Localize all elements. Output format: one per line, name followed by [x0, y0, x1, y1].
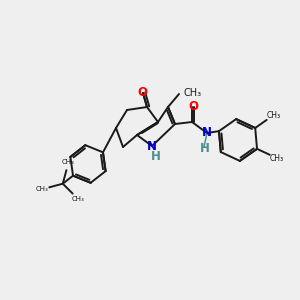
Text: CH₃: CH₃ [184, 88, 202, 98]
Text: O: O [188, 100, 198, 112]
Text: CH₃: CH₃ [35, 186, 48, 192]
Text: N: N [202, 127, 212, 140]
Text: CH₃: CH₃ [270, 154, 284, 163]
Text: H: H [151, 151, 161, 164]
Text: O: O [137, 85, 147, 98]
Text: CH₃: CH₃ [62, 160, 75, 166]
Text: H: H [200, 142, 210, 154]
Text: CH₃: CH₃ [72, 196, 85, 202]
Text: N: N [147, 140, 157, 154]
Text: CH₃: CH₃ [266, 111, 280, 120]
